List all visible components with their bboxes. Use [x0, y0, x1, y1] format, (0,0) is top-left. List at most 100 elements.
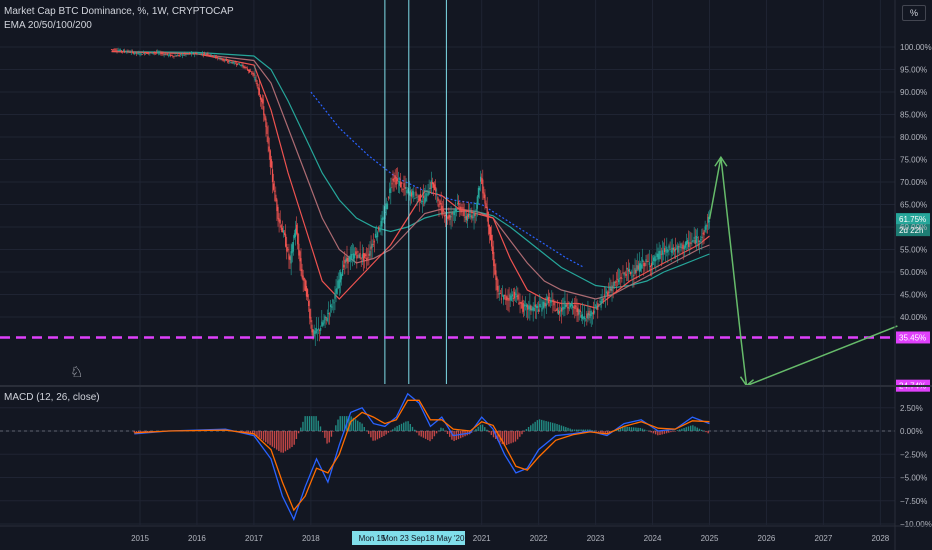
- macd-histogram-bar: [565, 427, 567, 431]
- macd-histogram-bar: [427, 431, 429, 441]
- candle-body: [576, 307, 578, 312]
- candle-body: [196, 53, 198, 55]
- y-tick-label: 60.00%: [900, 223, 927, 232]
- candle-body: [263, 106, 265, 116]
- candle-body: [545, 303, 547, 307]
- candle-body: [693, 236, 695, 240]
- candle-body: [480, 176, 482, 182]
- candle-body: [223, 60, 225, 61]
- macd-histogram-bar: [416, 431, 418, 433]
- macd-histogram-bar: [643, 429, 646, 431]
- candle-body: [176, 55, 178, 57]
- candle-body: [590, 310, 592, 316]
- macd-histogram-bar: [140, 431, 142, 433]
- macd-histogram-bar: [289, 431, 291, 449]
- x-tick-label: 2028: [871, 534, 889, 543]
- candle-body: [319, 329, 321, 331]
- candle-body: [533, 307, 535, 312]
- candle-body: [654, 256, 656, 262]
- candle-body: [690, 242, 692, 245]
- candle-body: [575, 305, 577, 307]
- candle-body: [494, 264, 496, 275]
- ema-legend[interactable]: EMA 20/50/100/200: [4, 20, 92, 31]
- macd-histogram-bar: [600, 431, 602, 433]
- candle-body: [450, 216, 452, 218]
- candle-body: [406, 190, 408, 194]
- candle-body: [365, 254, 367, 257]
- candle-body: [526, 304, 528, 308]
- candle-body: [444, 214, 447, 216]
- candle-body: [528, 306, 530, 310]
- candle-body: [457, 203, 459, 205]
- macd-histogram-bar: [578, 429, 580, 431]
- candle-body: [273, 183, 275, 190]
- candle-body: [441, 205, 443, 215]
- candle-body: [460, 206, 462, 213]
- macd-histogram-bar: [505, 431, 508, 446]
- candle-body: [586, 313, 588, 319]
- x-tick-label: 2024: [644, 534, 662, 543]
- candle-body: [667, 249, 669, 252]
- candle-body: [556, 307, 558, 311]
- candle-body: [442, 209, 444, 212]
- candle-body: [355, 251, 357, 255]
- candle-body: [144, 53, 147, 55]
- candle-body: [221, 59, 223, 61]
- macd-histogram-bar: [694, 426, 696, 431]
- candle-body: [578, 309, 580, 315]
- candle-body: [644, 262, 646, 267]
- candle-body: [247, 69, 250, 71]
- candle-body: [642, 259, 644, 262]
- candle-body: [201, 53, 204, 55]
- macd-histogram-bar: [451, 431, 453, 440]
- candle-body: [467, 213, 470, 218]
- candle-body: [394, 175, 396, 179]
- macd-histogram-bar: [683, 427, 685, 431]
- x-tick-label: 2016: [188, 534, 206, 543]
- candle-body: [315, 328, 317, 334]
- candle-body: [110, 49, 113, 51]
- candle-body: [258, 88, 260, 95]
- percent-scale-button[interactable]: %: [902, 5, 926, 21]
- candle-body: [432, 182, 435, 188]
- current-price-label: 61.75%: [899, 215, 926, 224]
- macd-y-tick-label: −5.00%: [900, 474, 927, 483]
- macd-histogram-bar: [584, 429, 587, 431]
- candle-body: [601, 299, 603, 304]
- candle-body: [230, 61, 232, 63]
- macd-histogram-bar: [547, 421, 549, 431]
- x-tick-label: 2025: [701, 534, 719, 543]
- candle-body: [695, 235, 697, 244]
- candle-body: [540, 306, 542, 308]
- candle-body: [168, 54, 171, 56]
- candle-body: [620, 277, 622, 279]
- candle-body: [681, 247, 683, 249]
- macd-legend[interactable]: MACD (12, 26, close): [4, 392, 100, 403]
- candle-body: [539, 304, 541, 307]
- candle-body: [208, 54, 210, 56]
- candle-body: [270, 159, 273, 168]
- candle-body: [310, 316, 312, 323]
- candle-body: [228, 60, 230, 62]
- price-candles: [110, 47, 711, 346]
- candle-body: [430, 180, 432, 189]
- candle-body: [684, 242, 687, 248]
- macd-histogram-bar: [313, 416, 315, 431]
- candle-body: [322, 322, 324, 326]
- candle-body: [296, 224, 298, 234]
- candle-body: [516, 295, 518, 298]
- candle-body: [527, 305, 529, 310]
- candle-body: [704, 226, 706, 232]
- candle-body: [437, 197, 439, 202]
- candle-body: [636, 265, 638, 271]
- macd-histogram-bar: [484, 427, 486, 431]
- candle-body: [326, 317, 328, 321]
- candle-body: [213, 56, 216, 57]
- candle-body: [298, 243, 300, 256]
- candle-body: [357, 251, 359, 253]
- candle-body: [553, 301, 555, 306]
- macd-histogram-bar: [243, 431, 245, 433]
